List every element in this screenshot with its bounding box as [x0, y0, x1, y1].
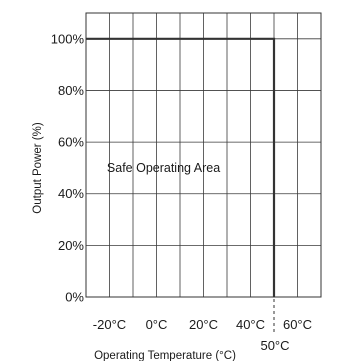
y-tick-label: 100% — [51, 31, 85, 46]
x-tick-label: 20°C — [189, 317, 218, 332]
safe-operating-area-label: Safe Operating Area — [107, 161, 220, 175]
x-tick-label: 40°C — [236, 317, 265, 332]
x-tick-label: 60°C — [283, 317, 312, 332]
x-tick-label: -20°C — [93, 317, 126, 332]
y-tick-label: 80% — [58, 83, 84, 98]
y-tick-label: 20% — [58, 238, 84, 253]
y-tick-label: 40% — [58, 186, 84, 201]
x-tick-label: 0°C — [146, 317, 168, 332]
grid-lines — [86, 13, 321, 298]
y-tick-label: 60% — [58, 135, 84, 150]
50c-marker-label: 50°C — [260, 338, 289, 353]
y-axis-title: Output Power (%) — [32, 122, 44, 214]
series-group — [86, 37, 276, 297]
plot-frame — [85, 12, 322, 298]
tick-labels: 0% 20% 40% 60% 80% 100% -20°C 0°C 20°C 40°C 60°C — [51, 31, 312, 332]
derating-curve — [86, 37, 276, 297]
y-tick-label: 0% — [65, 290, 84, 305]
x-axis-title: Operating Temperature (°C) — [94, 350, 236, 361]
